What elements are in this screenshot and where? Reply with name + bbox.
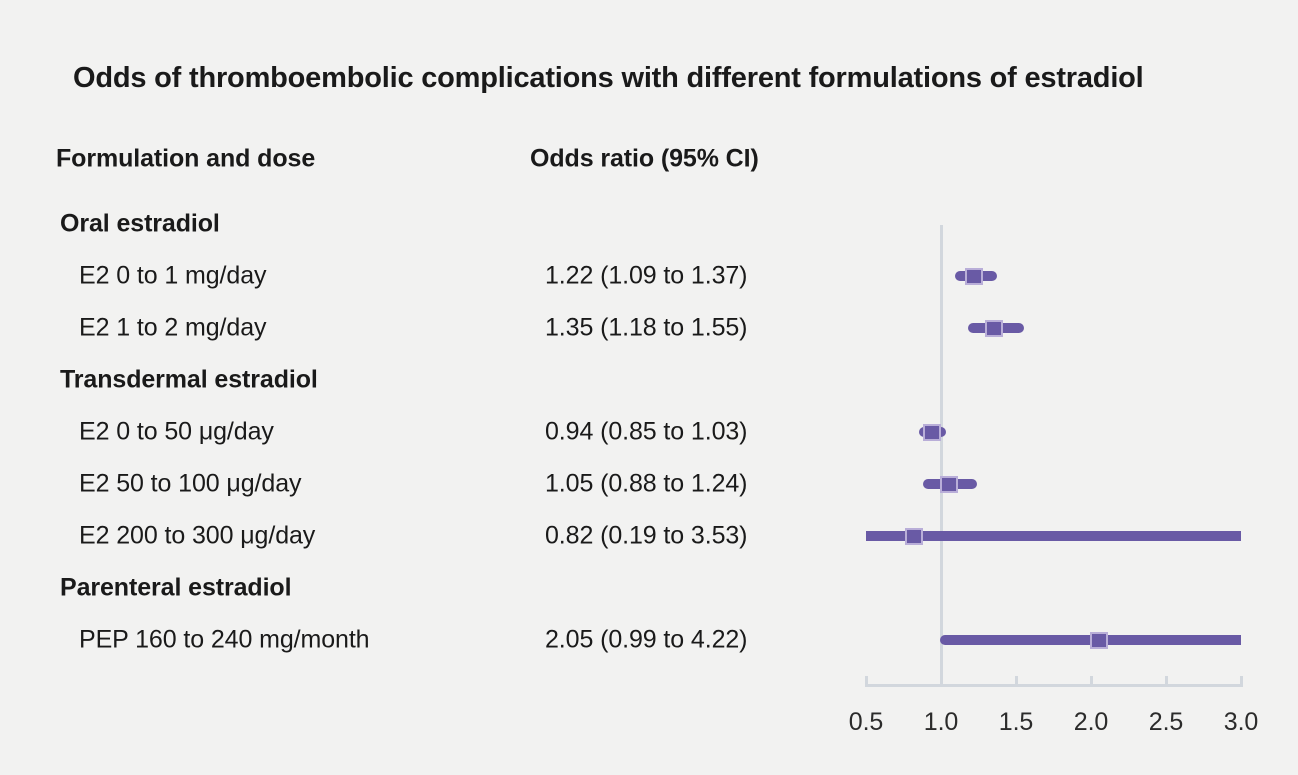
row-label: E2 0 to 1 mg/day	[79, 261, 267, 290]
row-label: E2 200 to 300 μg/day	[79, 521, 316, 550]
ci-bar	[866, 531, 1241, 541]
odds-ratio-value: 0.94 (0.85 to 1.03)	[545, 417, 748, 446]
chart-title: Odds of thromboembolic complications wit…	[73, 62, 1144, 94]
row-label: E2 1 to 2 mg/day	[79, 313, 267, 342]
axis-tick-label: 1.0	[923, 708, 959, 736]
row-label: PEP 160 to 240 mg/month	[79, 625, 370, 654]
point-estimate-marker	[1089, 631, 1108, 649]
odds-ratio-value: 0.82 (0.19 to 3.53)	[545, 521, 748, 550]
axis-tick	[1239, 676, 1243, 687]
point-estimate-marker	[939, 475, 958, 493]
axis-tick	[864, 676, 868, 687]
column-header-odds-ratio: Odds ratio (95% CI)	[530, 144, 759, 173]
odds-ratio-value: 1.35 (1.18 to 1.55)	[545, 313, 748, 342]
point-estimate-marker	[905, 527, 923, 545]
axis-tick-label: 2.0	[1073, 708, 1109, 736]
point-estimate-marker	[965, 267, 983, 285]
column-header-formulation: Formulation and dose	[56, 144, 316, 173]
group-label: Parenteral estradiol	[60, 573, 292, 602]
axis-tick-label: 0.5	[848, 708, 884, 736]
point-estimate-marker	[984, 319, 1003, 337]
row-label: E2 0 to 50 μg/day	[79, 417, 274, 446]
reference-line	[939, 225, 943, 687]
axis-tick-label: 2.5	[1148, 708, 1184, 736]
axis-tick	[1014, 676, 1018, 687]
axis-tick	[1164, 676, 1168, 687]
odds-ratio-value: 1.22 (1.09 to 1.37)	[545, 261, 748, 290]
row-label: E2 50 to 100 μg/day	[79, 469, 302, 498]
x-axis-line	[864, 684, 1243, 687]
group-label: Oral estradiol	[60, 209, 220, 238]
odds-ratio-value: 1.05 (0.88 to 1.24)	[545, 469, 748, 498]
odds-ratio-value: 2.05 (0.99 to 4.22)	[545, 625, 748, 654]
axis-tick	[1089, 676, 1093, 687]
axis-tick-label: 3.0	[1223, 708, 1259, 736]
axis-tick-label: 1.5	[998, 708, 1034, 736]
point-estimate-marker	[923, 423, 941, 441]
group-label: Transdermal estradiol	[60, 365, 318, 394]
